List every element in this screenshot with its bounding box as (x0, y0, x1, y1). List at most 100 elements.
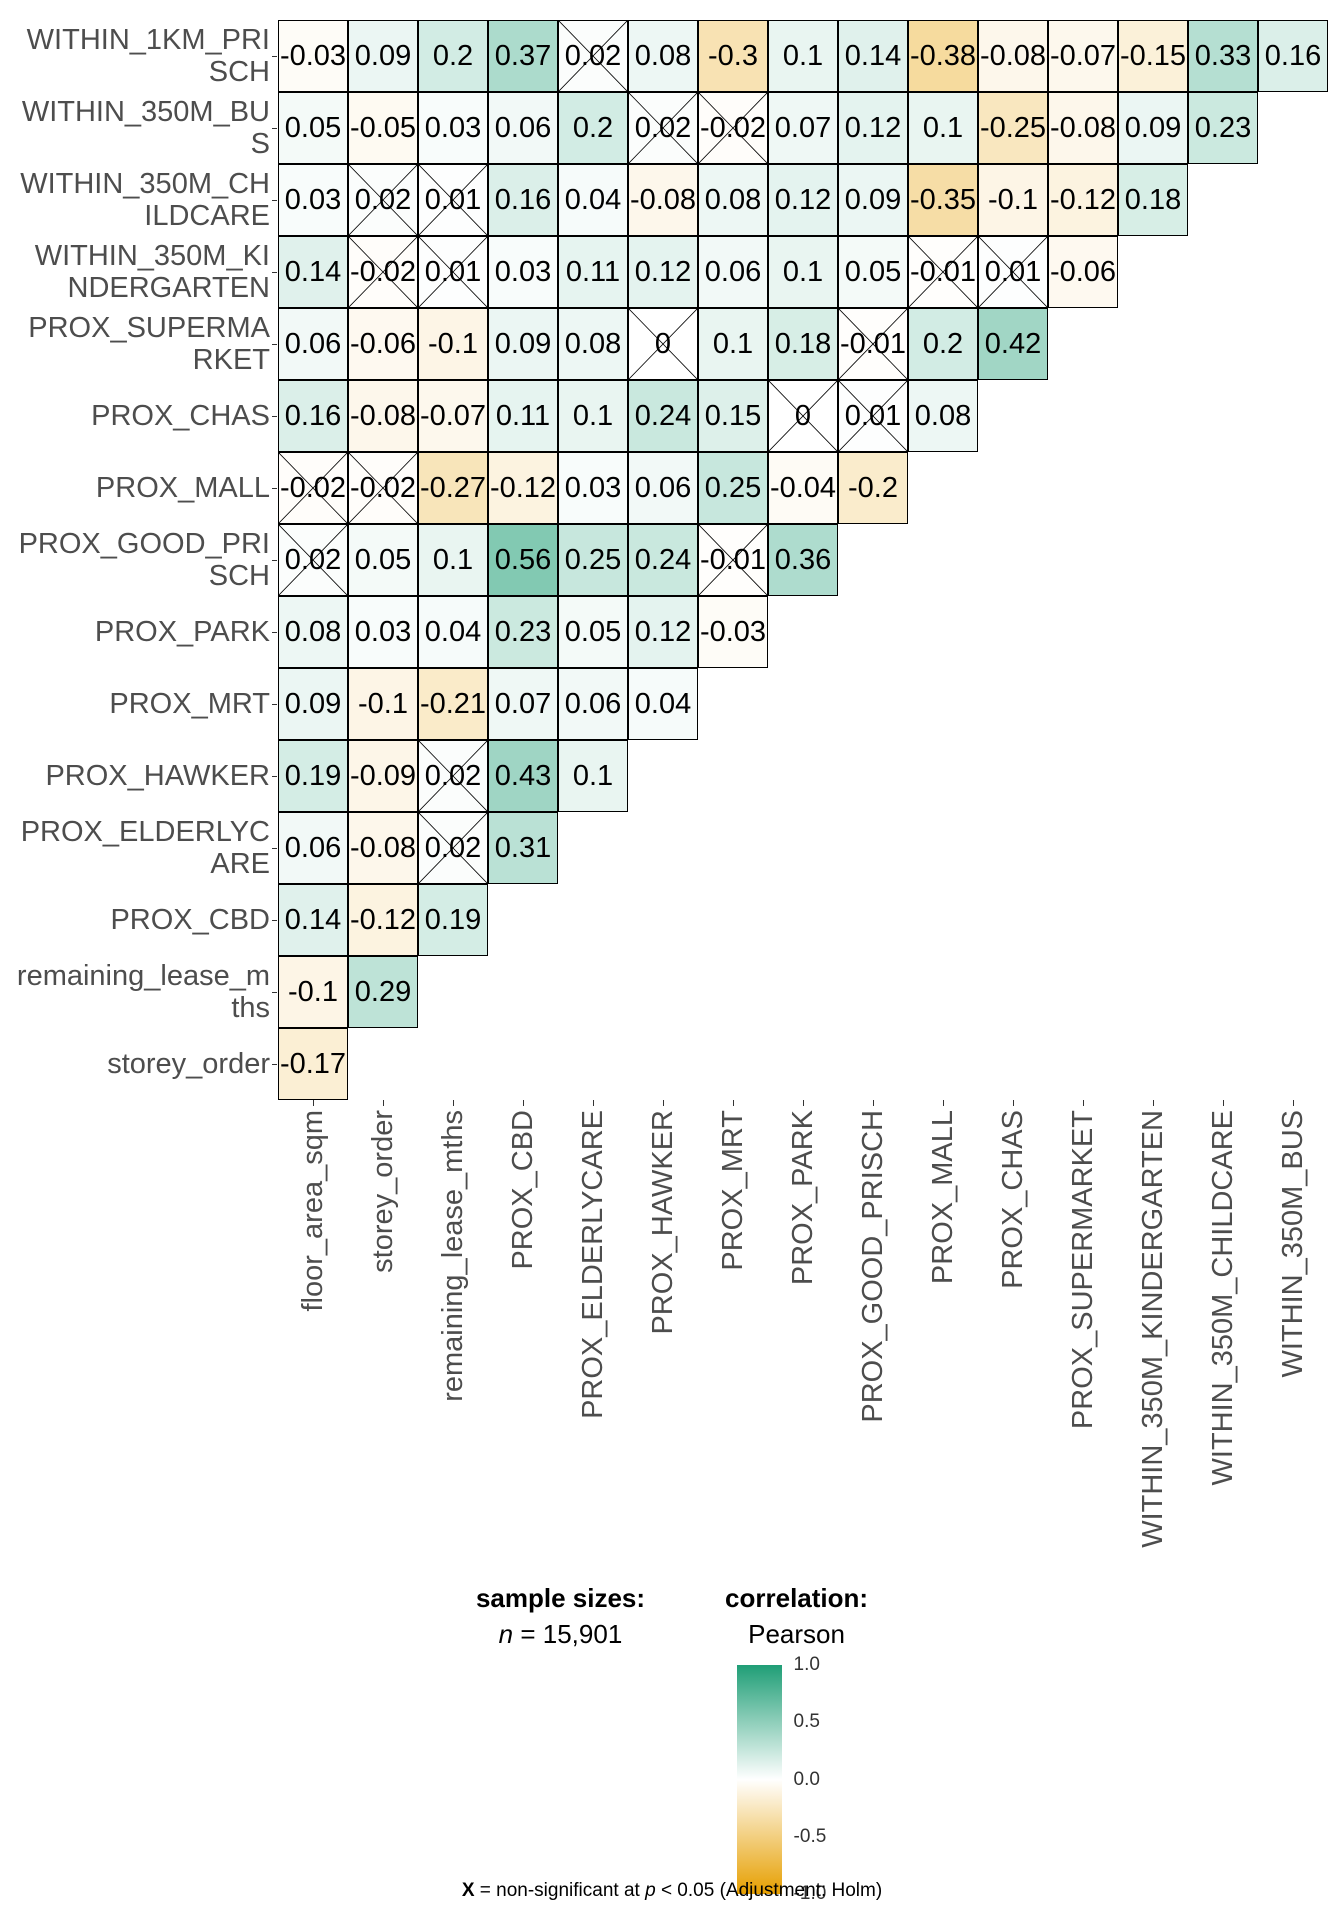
cell-value-label: 0.04 (634, 687, 692, 720)
cell-value-label: 0.02 (424, 759, 482, 792)
cell-value-label: 0.12 (634, 255, 692, 288)
cell-value-label: 0.16 (1264, 39, 1322, 72)
cell-value-label: -0.02 (349, 471, 417, 504)
nonsignificant-x-mark (839, 381, 907, 451)
y-tick-label: PROX_CHAS (91, 400, 270, 432)
heatmap-cell: 0.08 (558, 308, 628, 380)
x-tick-label: PROX_HAWKER (647, 1110, 679, 1335)
nonsignificant-x-mark (699, 93, 767, 163)
cell-value-label: 0.23 (494, 615, 552, 648)
cell-value-label: 0.33 (1194, 39, 1252, 72)
cell-value-label: 0.18 (1124, 183, 1182, 216)
heatmap-cell: 0.37 (488, 20, 558, 92)
y-tick-label: PROX_PARK (94, 616, 270, 648)
cell-value-label: 0.06 (284, 831, 342, 864)
nonsignificant-x-mark (349, 453, 417, 523)
y-tick (272, 920, 277, 921)
cell-value-label: 0.04 (424, 615, 482, 648)
cell-value-label: 0.18 (774, 327, 832, 360)
nonsignificant-x-mark (279, 525, 347, 595)
cell-value-label: 0.08 (914, 399, 972, 432)
cell-value-label: 0.02 (634, 111, 692, 144)
cell-value-label: 0.01 (984, 255, 1042, 288)
heatmap-cell: -0.38 (908, 20, 978, 92)
heatmap-cell: 0.23 (1188, 92, 1258, 164)
x-tick (313, 1100, 314, 1106)
cell-value-label: 0.05 (564, 615, 622, 648)
cell-value-label: 0.06 (494, 111, 552, 144)
heatmap-cell: 0.2 (558, 92, 628, 164)
heatmap-cell: -0.03 (698, 596, 768, 668)
cell-value-label: 0.1 (572, 399, 614, 432)
heatmap-cell: -0.2 (838, 452, 908, 524)
cell-value-label: 0.14 (844, 39, 902, 72)
heatmap-cell: 0.24 (628, 380, 698, 452)
nonsignificant-x-mark (629, 309, 697, 379)
nonsignificant-x-mark (279, 453, 347, 523)
heatmap-cell: 0.14 (838, 20, 908, 92)
cell-value-label: -0.15 (1119, 39, 1187, 72)
heatmap-cell: 0.05 (278, 92, 348, 164)
y-tick-label: PROX_MRT (109, 688, 270, 720)
cell-value-label: -0.12 (349, 903, 417, 936)
cell-value-label: 0.01 (844, 399, 902, 432)
colorbar-tick-label: 0.0 (793, 1768, 820, 1790)
heatmap-cell: 0.29 (348, 956, 418, 1028)
y-tick (272, 632, 277, 633)
heatmap-cell: -0.27 (418, 452, 488, 524)
cell-value-label: -0.06 (349, 327, 417, 360)
heatmap-cell: 0.05 (558, 596, 628, 668)
cell-value-label: 0.25 (564, 543, 622, 576)
heatmap-cell: -0.01 (838, 308, 908, 380)
cell-value-label: -0.08 (349, 831, 417, 864)
y-tick-label: storey_order (107, 1048, 270, 1080)
cell-value-label: -0.03 (699, 615, 767, 648)
nonsignificant-x-mark (419, 237, 487, 307)
heatmap-cell: 0.06 (278, 812, 348, 884)
cell-value-label: 0.02 (564, 39, 622, 72)
cell-value-label: 0.1 (712, 327, 754, 360)
y-tick-label: remaining_lease_mths (16, 960, 270, 1024)
heatmap-cell: 0.18 (1118, 164, 1188, 236)
heatmap-cell: 0.12 (838, 92, 908, 164)
heatmap-cell: 0.14 (278, 884, 348, 956)
heatmap-cell: -0.04 (768, 452, 838, 524)
heatmap-cell: 0.1 (698, 308, 768, 380)
y-tick (272, 704, 277, 705)
cell-value-label: 0.16 (494, 183, 552, 216)
legend-correlation-block: correlation: Pearson 1.0 0.5 0.0 -0.5 -1.0 (725, 1580, 868, 1904)
cell-value-label: 0.12 (774, 183, 832, 216)
colorbar-tick-label: 1.0 (793, 1654, 820, 1675)
cell-value-label: 0.19 (424, 903, 482, 936)
y-tick-label: WITHIN_350M_KINDERGARTEN (34, 240, 270, 304)
cell-value-label: 0.03 (494, 255, 552, 288)
caption-mark: X (461, 1880, 475, 1901)
y-tick (272, 776, 277, 777)
heatmap-cell: -0.12 (488, 452, 558, 524)
heatmap-cell: 0.03 (558, 452, 628, 524)
y-tick-label: PROX_MALL (95, 472, 270, 504)
cell-value-label: -0.07 (419, 399, 487, 432)
x-tick-label: PROX_SUPERMARKET (1067, 1110, 1099, 1430)
cell-value-label: 0.1 (782, 39, 824, 72)
nonsignificant-x-mark (419, 741, 487, 811)
x-tick-label: PROX_CHAS (997, 1110, 1029, 1289)
cell-value-label: 0.09 (844, 183, 902, 216)
heatmap-cell: 0.25 (698, 452, 768, 524)
heatmap-cell: 0.05 (348, 524, 418, 596)
y-tick (272, 344, 277, 345)
heatmap-cell: 0.06 (558, 668, 628, 740)
colorbar: 1.0 0.5 0.0 -0.5 -1.0 (736, 1654, 857, 1904)
x-tick (663, 1100, 664, 1106)
legend-sample-title: sample sizes: (475, 1583, 646, 1613)
nonsignificant-x-mark (419, 165, 487, 235)
cell-value-label: 0.25 (704, 471, 762, 504)
cell-value-label: 0.23 (1194, 111, 1252, 144)
x-tick-label: storey_order (367, 1110, 399, 1273)
cell-value-label: 0.2 (922, 327, 964, 360)
heatmap-cell: 0.08 (908, 380, 978, 452)
cell-value-label: 0.15 (704, 399, 762, 432)
cell-value-label: 0.08 (564, 327, 622, 360)
heatmap-cell: 0 (768, 380, 838, 452)
heatmap-cell: 0.06 (698, 236, 768, 308)
